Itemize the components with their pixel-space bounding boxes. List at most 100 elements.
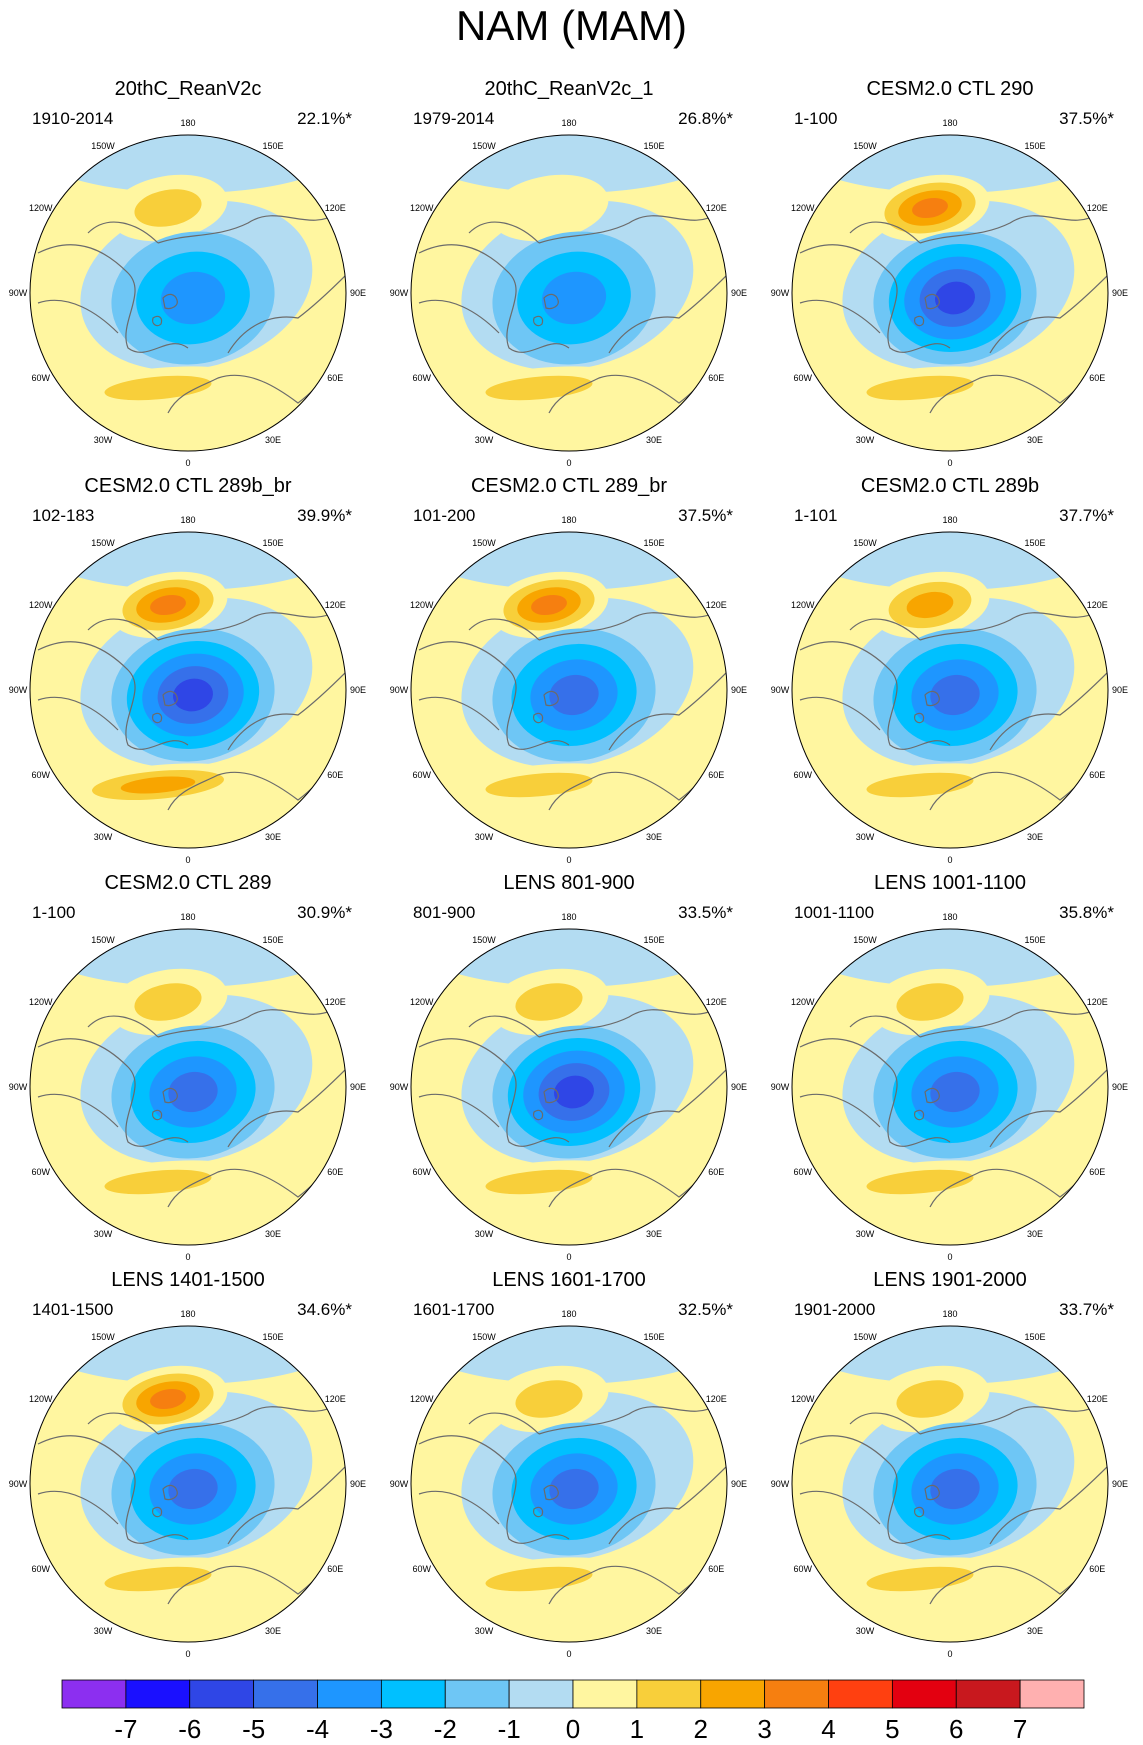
panel-title: 20thC_ReanV2c	[114, 78, 262, 100]
longitude-label: 60E	[708, 1564, 724, 1574]
longitude-label: 30W	[94, 435, 113, 445]
atlantic-positive-band	[120, 776, 196, 794]
arctic-negative-centre	[553, 1075, 595, 1109]
longitude-label: 60E	[327, 1564, 343, 1574]
polar-map: 180 150E 120E 90E 60E 30E 0 30W 60W 90W 120W 150W	[390, 1309, 747, 1659]
coastline	[157, 1006, 339, 1038]
longitude-label: 30E	[265, 435, 281, 445]
longitude-label: 120W	[410, 1394, 434, 1404]
longitude-label: 90W	[771, 288, 790, 298]
longitude-label: 90W	[771, 1479, 790, 1489]
coastline	[157, 609, 339, 641]
longitude-label: 150W	[472, 141, 496, 151]
longitude-label: 120W	[29, 1394, 53, 1404]
longitude-label: 30W	[856, 435, 875, 445]
map-border	[791, 134, 1109, 452]
negative-band	[38, 1326, 338, 1384]
longitude-label: 120E	[706, 997, 727, 1007]
longitude-label: 30E	[646, 1626, 662, 1636]
longitude-label: 0	[947, 1252, 952, 1262]
longitude-label: 30W	[856, 832, 875, 842]
coastline	[87, 618, 159, 641]
longitude-label: 120E	[1087, 997, 1108, 1007]
map-panel: LENS 1601-1700 1601-1700 32.5%* 180 150E 120E…	[389, 1269, 749, 1664]
panel-period: 1901-2000	[794, 1300, 876, 1319]
longitude-label: 150W	[91, 1332, 115, 1342]
coastline	[418, 1490, 500, 1525]
longitude-label: 150W	[472, 538, 496, 548]
coastline	[799, 299, 881, 334]
longitude-label: 0	[947, 855, 952, 865]
longitude-label: 90E	[731, 1479, 747, 1489]
longitude-label: 180	[180, 1309, 195, 1319]
colorbar-box	[700, 1679, 766, 1709]
colorbar-box	[125, 1679, 191, 1709]
map-border	[29, 531, 347, 849]
panel-period: 1001-1100	[794, 903, 875, 922]
colorbar-tick-label: 2	[693, 1714, 708, 1744]
longitude-label: 180	[942, 912, 957, 922]
longitude-label: 180	[180, 118, 195, 128]
longitude-label: 60W	[32, 770, 51, 780]
longitude-label: 150W	[853, 141, 877, 151]
longitude-label: 90E	[1112, 288, 1128, 298]
longitude-label: 180	[561, 912, 576, 922]
longitude-label: 150W	[853, 935, 877, 945]
longitude-label: 30W	[475, 435, 494, 445]
longitude-label: 60W	[794, 770, 813, 780]
colorbar-box	[380, 1679, 446, 1709]
panel-variance: 26.8%*	[678, 109, 733, 128]
coastline	[152, 690, 178, 724]
longitude-label: 30E	[1027, 1229, 1043, 1239]
longitude-label: 30E	[1027, 1626, 1043, 1636]
panel-period: 1910-2014	[32, 109, 114, 128]
longitude-label: 0	[185, 1252, 190, 1262]
colorbar-tick-label: -4	[305, 1714, 330, 1744]
longitude-label: 150E	[1024, 538, 1045, 548]
longitude-label: 150W	[91, 141, 115, 151]
pacific-positive-centre	[489, 174, 609, 242]
negative-band	[419, 929, 719, 987]
coastline	[608, 272, 727, 354]
panel-variance: 30.9%*	[297, 903, 352, 922]
longitude-label: 60W	[794, 373, 813, 383]
coastline	[799, 1435, 951, 1544]
pacific-positive-centre	[531, 594, 567, 616]
map-panel: CESM2.0 CTL 289 1-100 30.9%* 180 150E 120E 90E…	[8, 872, 368, 1267]
longitude-label: 150E	[643, 141, 664, 151]
pacific-positive-centre	[896, 983, 964, 1021]
map-border	[791, 928, 1109, 1246]
longitude-label: 60E	[1089, 1564, 1105, 1574]
coastline	[418, 1038, 570, 1147]
longitude-label: 180	[561, 1309, 576, 1319]
colorbar-tick-label: 0	[565, 1714, 581, 1744]
panel-variance: 33.7%*	[1059, 1300, 1114, 1319]
longitude-label: 30E	[265, 832, 281, 842]
longitude-label: 60W	[413, 1564, 432, 1574]
negative-band	[38, 929, 338, 987]
longitude-label: 60E	[327, 1167, 343, 1177]
longitude-label: 90W	[9, 1082, 28, 1092]
panel-variance: 37.5%*	[1059, 109, 1114, 128]
colorbar-box	[828, 1679, 893, 1709]
longitude-label: 60E	[327, 373, 343, 383]
arctic-negative-centre	[934, 281, 976, 315]
longitude-label: 120W	[410, 997, 434, 1007]
longitude-label: 90E	[731, 288, 747, 298]
longitude-label: 120E	[706, 203, 727, 213]
coastline	[418, 1093, 500, 1128]
longitude-label: 60E	[708, 373, 724, 383]
longitude-label: 30E	[646, 435, 662, 445]
arctic-negative-centre	[168, 1468, 218, 1510]
colorbar-tick-label: -5	[242, 1714, 266, 1744]
panel-period: 1401-1500	[32, 1300, 114, 1319]
longitude-label: 150E	[643, 538, 664, 548]
coastline	[849, 1015, 921, 1038]
coastline	[468, 1015, 540, 1038]
pacific-positive-centre	[896, 1380, 964, 1418]
longitude-label: 90W	[771, 685, 790, 695]
longitude-label: 120E	[706, 600, 727, 610]
polar-map: 180 150E 120E 90E 60E 30E 0 30W 60W 90W 120W 150W	[390, 118, 747, 468]
longitude-label: 150W	[472, 1332, 496, 1342]
pacific-positive-centre	[134, 983, 202, 1021]
